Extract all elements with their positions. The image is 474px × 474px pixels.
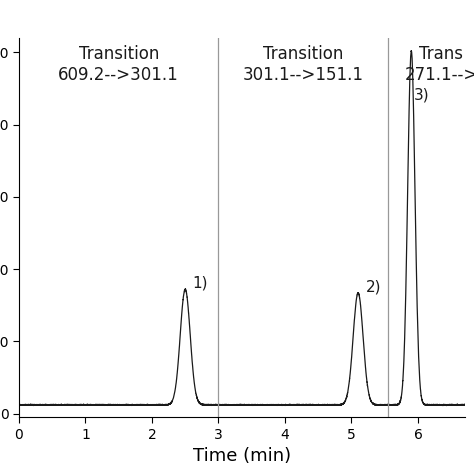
X-axis label: Time (min): Time (min) [192,447,291,465]
Text: Transition
301.1-->151.1: Transition 301.1-->151.1 [242,45,364,84]
Text: Transition
609.2-->301.1: Transition 609.2-->301.1 [58,45,179,84]
Text: 3): 3) [413,88,429,103]
Text: 2): 2) [366,279,382,294]
Text: 1): 1) [192,276,207,291]
Text: Trans
271.1-->: Trans 271.1--> [404,45,474,84]
